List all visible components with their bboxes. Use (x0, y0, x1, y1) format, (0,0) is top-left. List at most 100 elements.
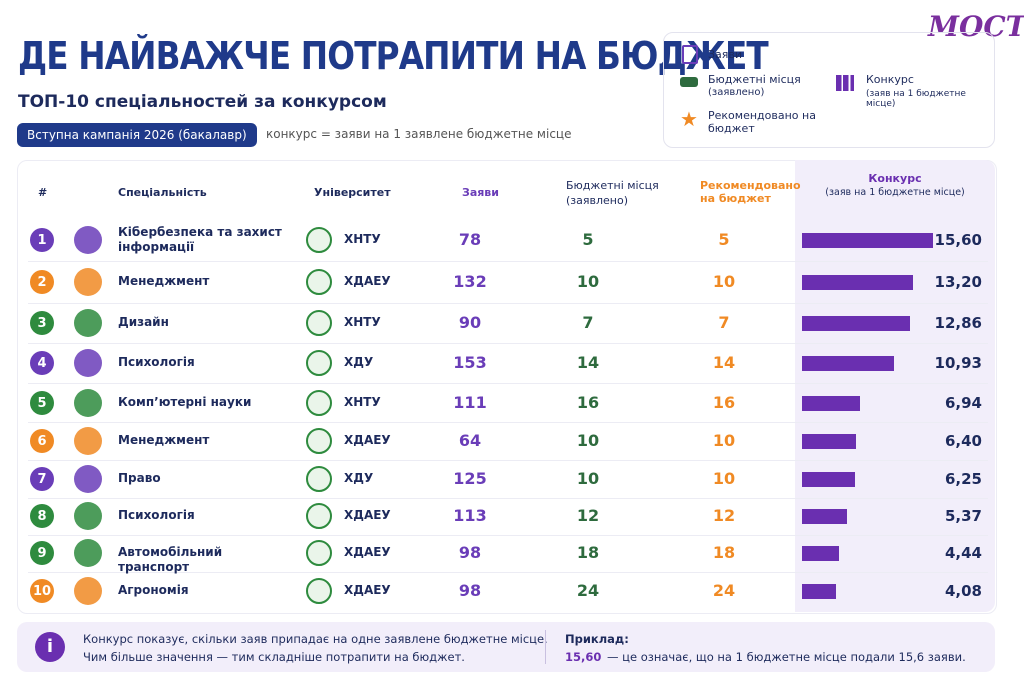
specialty-icon (74, 309, 102, 337)
recommended: 24 (712, 581, 736, 600)
bar (802, 316, 911, 331)
legend: Заяви Бюджетні місця (заявлено) ★ Рекоме… (663, 32, 995, 148)
rank: 2 (30, 270, 54, 294)
specialty-icon (74, 577, 102, 605)
bar (802, 509, 848, 524)
legend-item: (заявлено) (708, 87, 765, 98)
university-logo (306, 269, 332, 295)
applications: 98 (458, 543, 482, 562)
contest-value: 6,94 (944, 394, 982, 412)
university-logo (306, 578, 332, 604)
recommended: 16 (712, 393, 736, 412)
university: ХДАЕУ (344, 545, 391, 559)
budget: 7 (582, 313, 594, 332)
specialty-icon (74, 268, 102, 296)
column-header: Університет (314, 186, 391, 199)
column-header: Рекомендовано на бюджет (700, 179, 801, 205)
bar (802, 546, 840, 561)
specialty-icon (74, 502, 102, 530)
budget: 5 (582, 230, 594, 249)
recommended: 5 (718, 230, 730, 249)
contest-value: 10,93 (934, 354, 982, 372)
footer: i Конкурс показує, скільки заяв припадає… (17, 622, 995, 672)
column-header: (заяв на 1 бюджетне місце) (825, 187, 965, 198)
contest-value: 6,25 (944, 470, 982, 488)
legend-item: (заяв на 1 бюджетне місце) (866, 89, 966, 109)
specialty-icon (74, 465, 102, 493)
applications: 98 (458, 581, 482, 600)
column-header: Заяви (462, 186, 499, 199)
recommended: 18 (712, 543, 736, 562)
specialty-icon (74, 427, 102, 455)
budget: 12 (576, 506, 600, 525)
logo: МОСТ (928, 10, 1024, 43)
specialty-icon (74, 349, 102, 377)
column-header: # (38, 186, 48, 199)
icon: ★ (680, 107, 698, 131)
bar (802, 233, 934, 248)
specialty: Комп’ютерні науки (118, 395, 252, 409)
budget: 10 (576, 272, 600, 291)
recommended: 12 (712, 506, 736, 525)
row-divider (28, 572, 988, 573)
rank: 6 (30, 429, 54, 453)
budget: 10 (576, 469, 600, 488)
bar (802, 275, 913, 290)
university-logo (306, 390, 332, 416)
legend-item: Бюджетні місця (708, 73, 801, 86)
title: ДЕ НАЙВАЖЧЕ ПОТРАПИТИ НА БЮДЖЕТ (18, 34, 769, 78)
university-logo (306, 227, 332, 253)
contest-value: 4,44 (944, 544, 982, 562)
budget: 10 (576, 431, 600, 450)
rank: 7 (30, 467, 54, 491)
rank: 8 (30, 504, 54, 528)
row-divider (28, 383, 988, 384)
university: ХДАЕУ (344, 508, 391, 522)
column-header: Спеціальність (118, 186, 207, 199)
example-value: 15,60 (565, 650, 602, 664)
legend-item: Конкурс (866, 73, 914, 86)
rank: 5 (30, 391, 54, 415)
university-logo (306, 350, 332, 376)
specialty: Право (118, 471, 161, 485)
specialty-icon (74, 389, 102, 417)
column-header: Конкурс (868, 172, 922, 185)
row-divider (28, 302, 988, 304)
university: ХНТУ (344, 232, 381, 246)
applications: 132 (453, 272, 487, 291)
contest-value: 13,20 (934, 273, 982, 291)
applications: 125 (453, 469, 487, 488)
university-logo (306, 428, 332, 454)
icon (680, 77, 698, 87)
budget: 24 (576, 581, 600, 600)
university: ХДУ (344, 355, 374, 369)
note: конкурс = заяви на 1 заявлене бюджетне м… (266, 127, 572, 141)
divider (545, 630, 546, 664)
recommended: 7 (718, 313, 730, 332)
bar (802, 396, 861, 411)
specialty: Дизайн (118, 315, 169, 329)
row-divider (28, 534, 988, 536)
contest-value: 15,60 (934, 231, 982, 249)
rank: 3 (30, 311, 54, 335)
specialty: Менеджмент (118, 433, 210, 447)
university-logo (306, 466, 332, 492)
specialty: Кібербезпека та захист інформації (118, 225, 282, 254)
university: ХДАЕУ (344, 433, 391, 447)
applications: 64 (458, 431, 482, 450)
university-logo (306, 540, 332, 566)
recommended: 10 (712, 272, 736, 291)
university: ХНТУ (344, 395, 381, 409)
info-icon: i (35, 632, 65, 662)
university: ХНТУ (344, 315, 381, 329)
recommended: 14 (712, 353, 736, 372)
row-divider (28, 460, 988, 461)
bar (802, 434, 856, 449)
budget: 18 (576, 543, 600, 562)
row-divider (28, 497, 988, 499)
university: ХДАЕУ (344, 274, 391, 288)
university: ХДУ (344, 471, 374, 485)
subtitle: ТОП-10 спеціальностей за конкурсом (18, 92, 387, 112)
row-divider (28, 343, 988, 344)
